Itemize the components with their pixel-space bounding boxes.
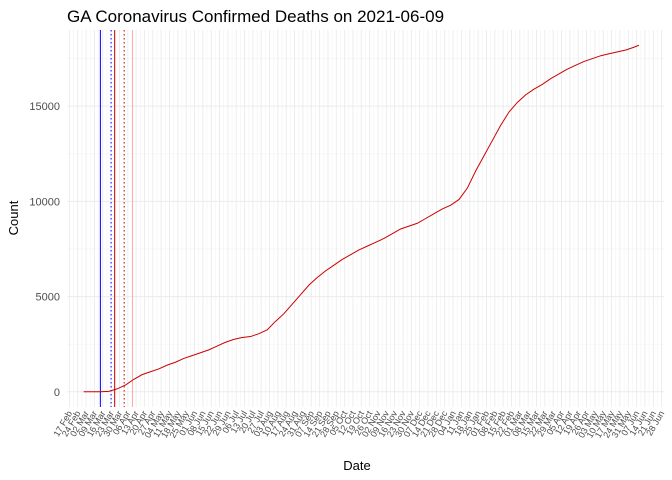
series-lines [83, 44, 640, 393]
major-gridlines [67, 30, 664, 407]
reference-lines [99, 30, 134, 407]
y-tick-labels: 0 5000 10000 15000 [29, 101, 60, 399]
y-tick-label: 5000 [36, 292, 60, 304]
y-tick-label: 0 [54, 387, 60, 399]
x-axis-title: Date [343, 458, 370, 473]
deaths-line [83, 44, 640, 393]
minor-gridlines [67, 30, 664, 407]
y-tick-label: 15000 [29, 101, 60, 113]
y-tick-label: 10000 [29, 196, 60, 208]
y-axis-title: Count [6, 200, 21, 235]
chart-title: GA Coronavirus Confirmed Deaths on 2021-… [67, 7, 444, 26]
